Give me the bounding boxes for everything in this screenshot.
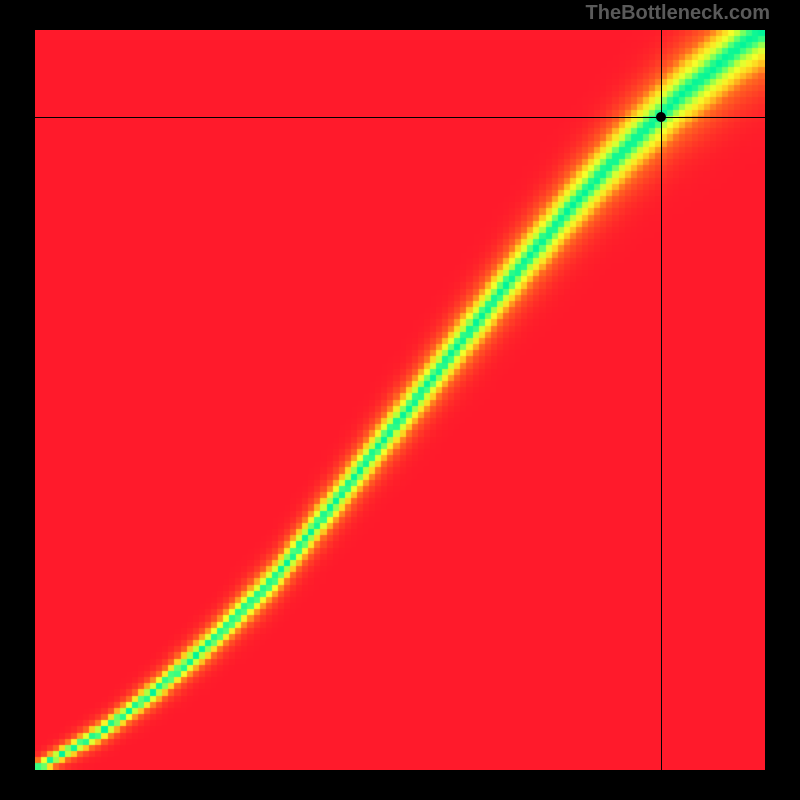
watermark-text: TheBottleneck.com [586, 2, 770, 25]
crosshair-vertical [661, 30, 662, 770]
heatmap-canvas [35, 30, 765, 770]
crosshair-marker [656, 112, 666, 122]
plot-area [35, 30, 765, 770]
